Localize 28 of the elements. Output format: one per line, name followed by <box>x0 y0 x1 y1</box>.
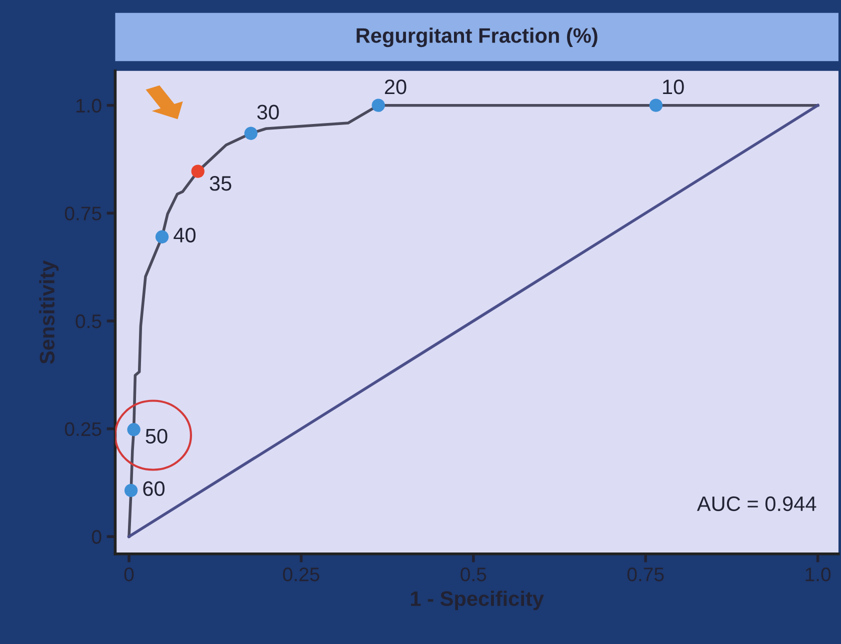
point <box>124 484 138 498</box>
y-tick-label: 0.5 <box>76 314 102 328</box>
x-tick-label: 0.75 <box>627 568 664 582</box>
y-tick-label: 0.75 <box>64 206 102 220</box>
point <box>649 98 663 112</box>
annotation: 10 <box>663 80 684 94</box>
x-axis-title: 1 - Specificity <box>411 590 544 610</box>
x-tick-label: 1.0 <box>806 568 831 582</box>
point <box>372 98 385 112</box>
point <box>127 423 140 436</box>
annotation: 20 <box>384 80 406 94</box>
point <box>244 126 258 140</box>
y-tick-label: 0 <box>92 530 102 544</box>
annotation: 50 <box>146 428 168 444</box>
annotation: 35 <box>210 176 232 191</box>
annotation: 30 <box>257 104 279 120</box>
chart-title: Regurgitant Fraction (%) <box>356 28 598 48</box>
annotation: 40 <box>174 228 196 242</box>
x-tick-label: 0.5 <box>460 568 486 582</box>
point <box>155 230 169 244</box>
point <box>191 164 204 178</box>
y-tick-label: 0.25 <box>64 422 102 436</box>
x-tick-label: 0 <box>124 568 134 582</box>
y-tick-label: 1.0 <box>76 98 102 113</box>
x-tick-label: 0.25 <box>283 568 320 582</box>
annotation: AUC = 0.944 <box>696 496 816 512</box>
annotation: 60 <box>143 481 165 496</box>
y-axis-title: Sensitivity <box>39 260 59 364</box>
